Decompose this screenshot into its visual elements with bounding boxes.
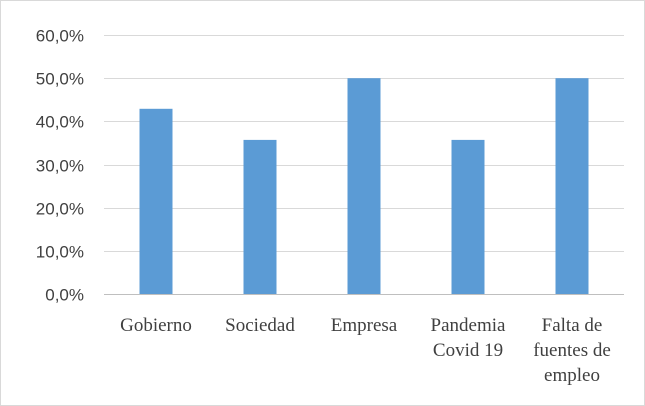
y-axis-ticks: 0,0% 10,0% 20,0% 30,0% 40,0% 50,0% 60,0%	[36, 27, 84, 305]
x-category-label: Pandemia	[431, 315, 506, 336]
x-category-label: Sociedad	[225, 315, 295, 336]
y-tick-label: 10,0%	[36, 243, 84, 262]
bars	[139, 78, 589, 294]
y-tick-label: 50,0%	[36, 70, 84, 89]
x-category-label: Empresa	[331, 315, 398, 336]
x-category-label: empleo	[544, 365, 600, 386]
x-axis-categories: Gobierno Sociedad Empresa Pandemia Covid 19 F…	[120, 315, 611, 386]
y-tick-label: 40,0%	[36, 113, 84, 132]
bar	[139, 108, 173, 294]
bar	[555, 78, 589, 294]
x-category-label: Gobierno	[120, 315, 192, 336]
y-tick-label: 60,0%	[36, 27, 84, 46]
bar	[347, 78, 381, 294]
bar	[451, 139, 485, 294]
x-category-label: fuentes de	[533, 340, 611, 361]
x-category-label: Covid 19	[433, 340, 503, 361]
y-tick-label: 0,0%	[45, 286, 84, 305]
y-tick-label: 30,0%	[36, 157, 84, 176]
x-category-label: Falta de	[542, 315, 603, 336]
y-tick-label: 20,0%	[36, 200, 84, 219]
bar	[243, 139, 277, 294]
